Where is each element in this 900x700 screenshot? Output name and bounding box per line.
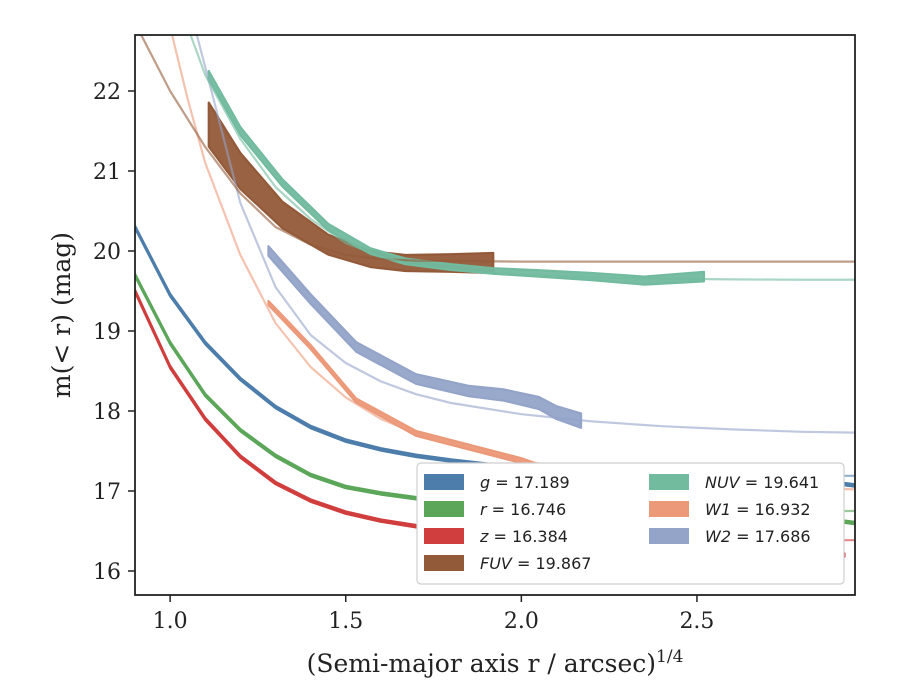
- y-tick-label: 20: [93, 240, 121, 265]
- legend-swatch-fuv: [424, 555, 464, 571]
- legend-entries: g = 17.189 r = 16.746 z = 16.384 FUV = 19.8…: [424, 473, 819, 573]
- y-tick-label: 19: [93, 320, 121, 345]
- legend-label-nuv: NUV = 19.641: [705, 473, 819, 492]
- x-tick-label: 2.5: [679, 609, 714, 634]
- y-axis-label: m(< r) (mag): [47, 232, 76, 398]
- plot-frame: [134, 34, 856, 596]
- data-band-nuv: [207, 69, 706, 286]
- x-tick-label: 1.0: [153, 609, 188, 634]
- legend: g = 17.189 r = 16.746 z = 16.384 FUV = 19.8…: [416, 462, 845, 585]
- legend-label-fuv: FUV = 19.867: [480, 554, 591, 573]
- data-band-w2: [267, 245, 583, 429]
- y-tick-label: 18: [93, 400, 121, 425]
- model-curve-nuv: [189, 35, 855, 281]
- x-tick-label: 1.5: [328, 609, 363, 634]
- legend-label-w2: W2 = 17.686: [705, 527, 811, 546]
- y-tick-label: 22: [93, 80, 121, 105]
- legend-swatch-z: [424, 528, 464, 544]
- legend-frame: [416, 462, 845, 585]
- legend-swatch-nuv: [649, 474, 689, 490]
- legend-label-r: r = 16.746: [480, 500, 566, 519]
- axis-ticks: 1.0 1.5 2.0 2.5 16 17 18 19 20 21 22: [93, 80, 714, 634]
- legend-label-z: z = 16.384: [479, 527, 568, 546]
- legend-label-w1: W1 = 16.932: [705, 500, 811, 519]
- legend-swatch-g: [424, 474, 464, 490]
- legend-label-g: g = 17.189: [480, 473, 570, 492]
- y-tick-label: 16: [93, 560, 121, 585]
- y-tick-label: 17: [93, 480, 121, 505]
- model-curve-w2: [195, 35, 855, 434]
- legend-swatch-r: [424, 501, 464, 517]
- model-curve-fuv: [139, 35, 855, 263]
- x-tick-label: 2.0: [504, 609, 539, 634]
- legend-swatch-w1: [649, 501, 689, 517]
- x-axis-label: (Semi-major axis r / arcsec)1/4: [307, 647, 684, 678]
- y-tick-label: 21: [93, 160, 121, 185]
- legend-swatch-w2: [649, 528, 689, 544]
